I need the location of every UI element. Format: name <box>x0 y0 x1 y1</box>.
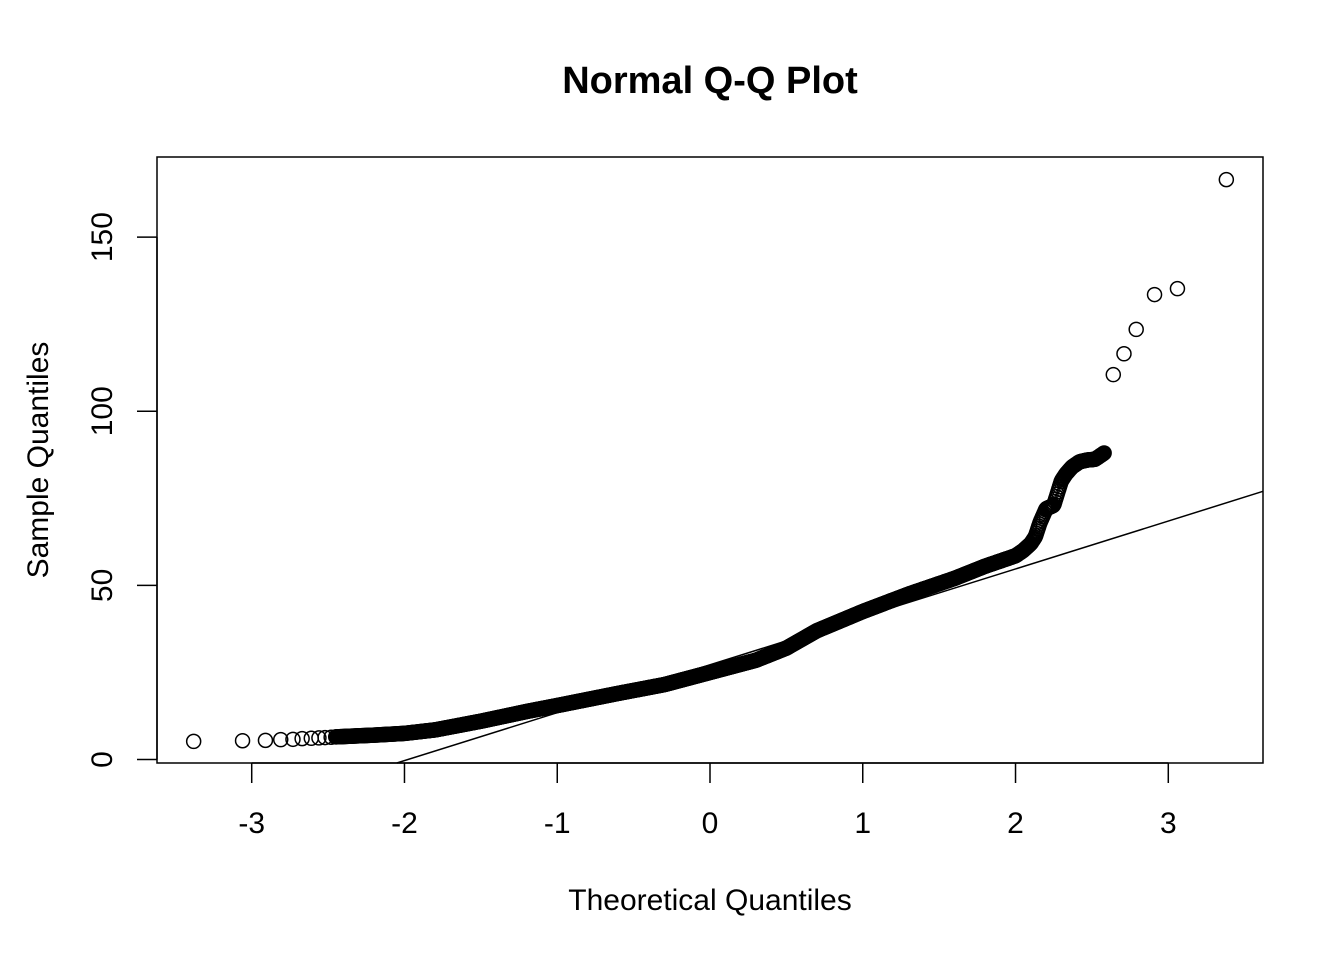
data-point <box>1105 366 1122 383</box>
x-axis: -3 -2 -1 0 1 2 3 <box>238 762 1177 840</box>
data-point <box>323 729 339 745</box>
data-point <box>317 729 333 746</box>
data-point <box>1169 280 1186 297</box>
data-point <box>1146 286 1163 303</box>
data-point <box>185 733 202 750</box>
x-tick-label: 1 <box>854 807 871 840</box>
x-tick-label: 0 <box>702 807 719 840</box>
y-tick-label: 0 <box>86 751 119 768</box>
y-tick-label: 50 <box>86 569 119 602</box>
x-tick-label: -3 <box>238 807 265 840</box>
data-point <box>1128 321 1144 338</box>
x-axis-label: Theoretical Quantiles <box>568 884 851 917</box>
data-point <box>1218 171 1235 188</box>
data-point <box>1116 346 1132 362</box>
data-point <box>234 732 251 749</box>
data-point <box>311 730 327 746</box>
data-point <box>285 731 301 748</box>
chart-title: Normal Q-Q Plot <box>562 60 858 102</box>
y-axis: 0 50 100 150 <box>86 212 158 768</box>
x-tick-label: 2 <box>1007 807 1024 840</box>
y-tick-label: 150 <box>86 212 119 262</box>
data-point <box>294 730 310 747</box>
x-tick-label: 3 <box>1160 807 1177 840</box>
data-point <box>1096 445 1112 461</box>
data-point <box>257 732 274 749</box>
y-axis-label: Sample Quantiles <box>22 342 55 579</box>
y-tick-label: 100 <box>86 386 119 436</box>
x-tick-label: -1 <box>544 807 571 840</box>
x-tick-label: -2 <box>391 807 418 840</box>
data-point <box>272 731 289 748</box>
sample-points <box>185 171 1235 750</box>
